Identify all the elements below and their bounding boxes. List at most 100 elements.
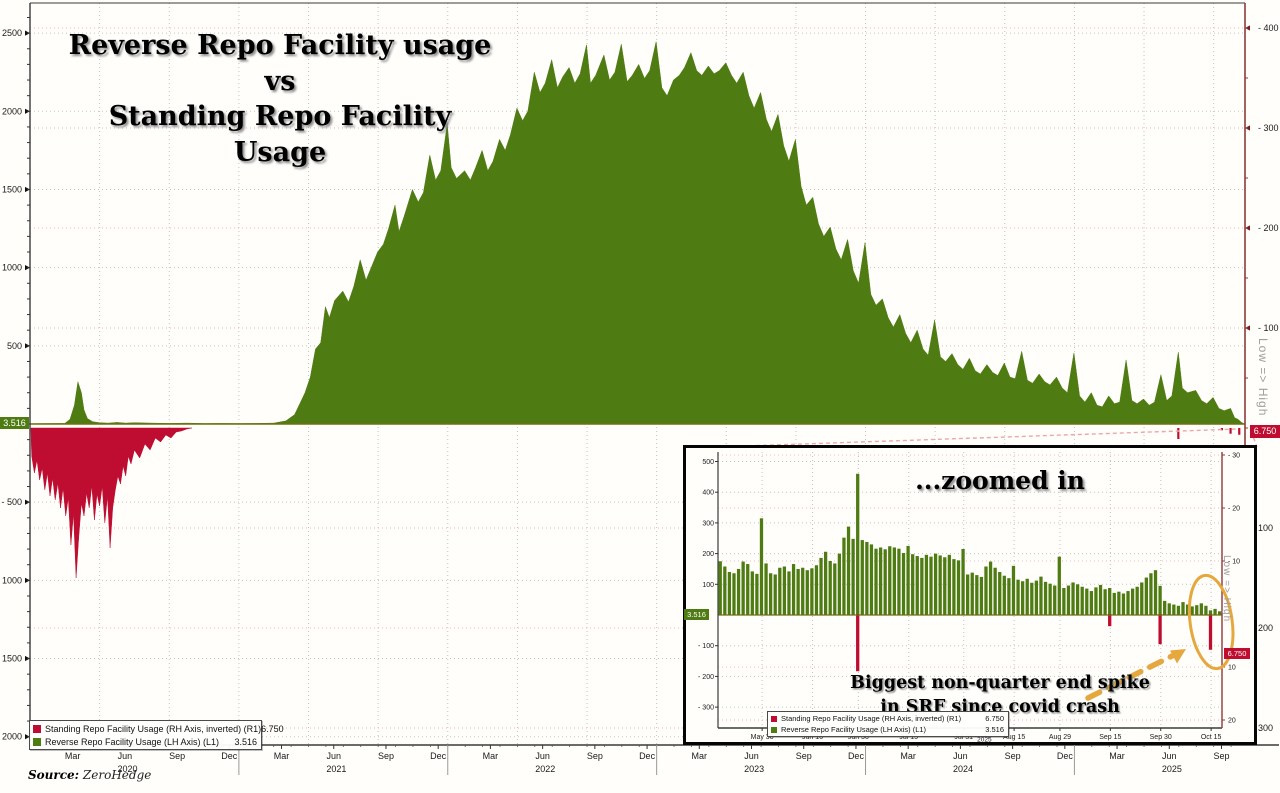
x-axis-month-label: Jun	[326, 751, 341, 761]
right-axis-tick-label: 100	[1258, 523, 1273, 533]
inset-left-tick-label: 100	[702, 582, 714, 589]
x-axis-month-label: Jun	[535, 751, 550, 761]
callout-arrow-head	[1170, 649, 1186, 664]
inset-rrp-bar	[837, 553, 842, 615]
inset-rrp-bar	[782, 566, 787, 615]
inset-rrp-bar	[906, 545, 910, 615]
x-axis-year-label: 2025	[1162, 764, 1182, 774]
right-axis-tick-label: - 100	[1258, 323, 1279, 333]
inset-rrp-bar	[933, 553, 938, 615]
inset-rrp-bar	[984, 566, 988, 615]
inset-rrp-badge: 3.516	[684, 609, 709, 620]
inset-rrp-bar	[883, 549, 887, 615]
rrp-legend-swatch	[33, 737, 41, 746]
inset-rrp-bar	[750, 571, 754, 615]
inset-srf-legend-swatch	[771, 715, 777, 722]
inset-rrp-bar	[805, 570, 809, 615]
source-label: Source:	[28, 768, 80, 782]
inset-rrp-bar	[1204, 605, 1208, 615]
inset-rrp-bar	[856, 473, 860, 615]
inset-right-tick-label: - 20	[1228, 506, 1240, 513]
inset-rrp-bar	[1158, 585, 1162, 615]
inset-rrp-bar	[1135, 586, 1139, 615]
left-axis-tick-label: - 1000	[0, 575, 22, 585]
inset-rrp-bar	[1153, 570, 1158, 615]
x-axis-month-label: Mar	[900, 751, 916, 761]
inset-x-label: Jun 30	[848, 734, 869, 741]
inset-rrp-bar	[1002, 575, 1006, 615]
inset-rrp-bar	[1062, 587, 1066, 615]
inset-rrp-legend-label: Reverse Repo Facility Usage (LH Axis) (L…	[781, 725, 927, 734]
inset-rrp-bar	[901, 552, 906, 615]
inset-rrp-bar	[823, 551, 828, 615]
inset-right-tick-label: 20	[1228, 718, 1236, 725]
inset-rrp-bar	[1218, 611, 1222, 615]
right-axis-tick-label: - 200	[1258, 223, 1279, 233]
inset-rrp-bar	[1190, 606, 1194, 615]
x-axis-month-label: Sep	[169, 751, 185, 761]
inset-rrp-bar	[1176, 605, 1181, 615]
right-axis-tick-label: 300	[1258, 723, 1273, 733]
right-axis-caption: Low => High	[1256, 338, 1270, 417]
x-axis-month-label: Sep	[587, 751, 603, 761]
inset-x-label: Jul 15	[899, 734, 918, 741]
x-axis-month-label: Dec	[430, 751, 447, 761]
inset-rrp-bar	[966, 574, 970, 615]
inset-rrp-legend-swatch	[771, 726, 777, 733]
inset-rrp-bar	[1048, 583, 1052, 615]
x-axis-year-label: 2023	[744, 764, 764, 774]
inset-rrp-bar	[952, 559, 956, 615]
main-legend: Standing Repo Facility Usage (RH Axis, i…	[29, 720, 284, 750]
callout-ellipse	[1187, 573, 1235, 671]
left-axis-tick-label: 500	[7, 341, 22, 351]
inset-rrp-bar	[1089, 591, 1094, 615]
inset-rrp-bar	[860, 540, 864, 615]
x-axis-month-label: Sep	[378, 751, 394, 761]
inset-rrp-bar	[1030, 582, 1034, 615]
x-axis-month-label: Jun	[1162, 751, 1177, 761]
inset-legend-row-rrp: Reverse Repo Facility Usage (LH Axis) (L…	[768, 724, 1008, 735]
chart-title: Reverse Repo Facility usage vs Standing …	[60, 28, 500, 171]
inset-rrp-bar	[1071, 582, 1075, 615]
inset-rrp-bar	[810, 568, 814, 615]
inset-rrp-bar	[1021, 581, 1025, 615]
x-axis-month-label: Mar	[483, 751, 499, 761]
inset-rrp-bar	[920, 557, 924, 615]
inset-rrp-bar	[993, 567, 997, 615]
inset-rrp-bar	[833, 563, 837, 615]
standing-repo-2020-area	[30, 427, 192, 579]
x-axis-month-label: Dec	[639, 751, 656, 761]
legend-row-rrp: Reverse Repo Facility Usage (LH Axis) (L…	[30, 735, 261, 748]
x-axis-year-label: 2021	[326, 764, 346, 774]
inset-rrp-bar	[746, 564, 750, 615]
inset-rrp-bar	[998, 572, 1002, 615]
inset-left-tick-label: - 300	[698, 705, 714, 712]
srf-last-value-badge: 6.750	[1250, 425, 1280, 438]
inset-rrp-bar	[943, 557, 947, 615]
inset-rrp-bar	[727, 572, 732, 615]
x-axis-month-label: Jun	[744, 751, 759, 761]
inset-rrp-bar	[842, 537, 846, 615]
inset-rrp-bar	[878, 547, 883, 615]
inset-rrp-bar	[1011, 565, 1016, 615]
inset-rrp-bar	[1085, 588, 1089, 615]
inset-x-label: Aug 15	[1003, 734, 1025, 741]
right-axis-tick-label: 200	[1258, 623, 1273, 633]
inset-rrp-bar	[736, 568, 741, 615]
inset-right-tick-label: - 30	[1228, 453, 1240, 460]
inset-rrp-bar	[892, 547, 896, 615]
inset-rrp-bar	[1117, 591, 1121, 615]
inset-rrp-bar	[924, 554, 929, 615]
chart-title-line1: Reverse Repo Facility usage vs	[68, 30, 492, 97]
inset-connector-line	[685, 428, 1239, 449]
inset-rrp-bar	[1181, 602, 1185, 615]
inset-rrp-bar	[1112, 592, 1116, 615]
inset-rrp-bar	[741, 561, 745, 615]
left-axis-tick-label: 2000	[2, 106, 22, 116]
inset-rrp-bar	[1016, 579, 1020, 615]
inset-rrp-bar	[915, 556, 919, 615]
inset-rrp-bar	[865, 541, 869, 615]
inset-rrp-bar	[1057, 556, 1061, 615]
x-axis-month-label: Sep	[1005, 751, 1021, 761]
inset-srf-legend-label: Standing Repo Facility Usage (RH Axis, i…	[781, 714, 962, 723]
